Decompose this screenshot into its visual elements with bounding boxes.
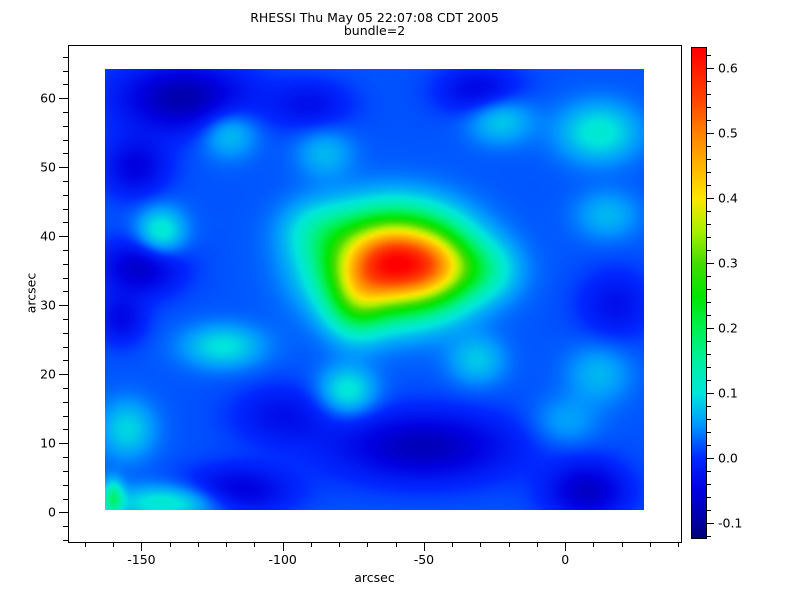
plot-title: RHESSI Thu May 05 22:07:08 CDT 2005: [250, 10, 499, 25]
heatmap-image: [105, 69, 644, 510]
x-axis-label: arcsec: [354, 570, 395, 585]
y-tick-label: 50: [40, 159, 56, 174]
colorbar-tick-label: 0.6: [718, 60, 738, 75]
y-tick-label: 20: [40, 367, 56, 382]
x-tick-label: -150: [127, 552, 155, 567]
y-tick-label: 60: [40, 90, 56, 105]
colorbar-tick-label: 0.3: [718, 255, 738, 270]
colorbar-gradient: [692, 48, 706, 538]
colorbar-tick-label: 0.0: [718, 450, 738, 465]
x-tick-label: -50: [414, 552, 434, 567]
y-tick-label: 0: [48, 505, 56, 520]
colorbar-tick-label: 0.1: [718, 385, 738, 400]
y-axis-label: arcsec: [23, 272, 39, 314]
colorbar-tick-label: 0.4: [718, 190, 738, 205]
plot-subtitle: bundle=2: [343, 23, 406, 38]
colorbar-tick-label: 0.2: [718, 320, 738, 335]
x-tick-label: 0: [561, 552, 569, 567]
colorbar-tick-label: -0.1: [718, 515, 742, 530]
colorbar-tick-label: 0.5: [718, 125, 738, 140]
x-tick-label: -100: [269, 552, 297, 567]
y-tick-label: 30: [40, 298, 56, 313]
y-tick-label: 40: [40, 229, 56, 244]
y-tick-label: 10: [40, 436, 56, 451]
